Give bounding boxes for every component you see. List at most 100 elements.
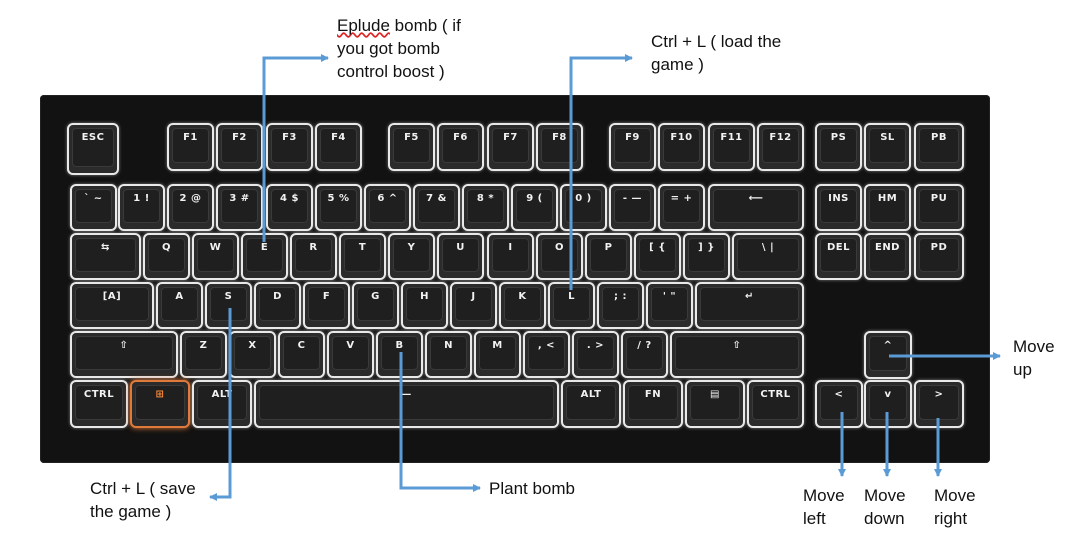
key-label: SL: [880, 132, 895, 143]
spacebar-key: —: [254, 380, 559, 428]
keycap: [75, 189, 112, 223]
key-label: PB: [931, 132, 947, 143]
key-label: F3: [282, 132, 297, 143]
key-label: R: [309, 242, 318, 253]
keycap: [577, 336, 614, 370]
key-label: INS: [828, 193, 849, 204]
keycap: [393, 238, 430, 272]
j-key: J: [450, 282, 497, 329]
keycap: [357, 287, 394, 321]
key-label: G: [371, 291, 380, 302]
key-label: CTRL: [83, 389, 115, 400]
0-key: 0 ): [560, 184, 607, 231]
left-arrow-key: <: [815, 380, 863, 428]
key-label: E: [260, 242, 269, 253]
backslash-key: \ |: [732, 233, 804, 280]
down-arrow-key: v: [864, 380, 912, 428]
key-label: 4 $: [280, 193, 299, 204]
keycap: [504, 287, 541, 321]
key-label: F: [322, 291, 331, 302]
explode-line1-rest: bomb ( if: [389, 16, 461, 35]
o-key: O: [536, 233, 583, 280]
keycap: [820, 385, 858, 420]
key-label: ] }: [698, 242, 715, 253]
keycap: [528, 336, 565, 370]
key-label: FN: [644, 389, 662, 400]
keycap: [752, 385, 799, 420]
w-key: W: [192, 233, 239, 280]
key-label: F8: [552, 132, 567, 143]
left-alt-key: ALT: [192, 380, 252, 428]
right-bracket-key: ] }: [683, 233, 730, 280]
key-label: 1 !: [133, 193, 150, 204]
key-label: END: [874, 242, 900, 253]
key-label: [A]: [102, 291, 122, 302]
u-key: U: [437, 233, 484, 280]
2-key: 2 @: [167, 184, 214, 231]
l-key: L: [548, 282, 595, 329]
keycap: [283, 336, 320, 370]
plant-line1: Plant bomb: [489, 479, 575, 498]
key-label: I: [508, 242, 513, 253]
key-label: v: [884, 389, 892, 400]
right-ctrl-key: CTRL: [747, 380, 804, 428]
6-key: 6 ^: [364, 184, 411, 231]
y-key: Y: [388, 233, 435, 280]
enter-key: ↵: [695, 282, 804, 329]
explode-bomb-annotation: Eplude bomb ( if you got bomb control bo…: [337, 15, 461, 84]
right-alt-key: ALT: [561, 380, 621, 428]
s-key: S: [205, 282, 252, 329]
f10-key: F10: [658, 123, 705, 171]
f3-key: F3: [266, 123, 313, 171]
key-label: >: [934, 389, 944, 400]
key-label: 6 ^: [377, 193, 398, 204]
p-key: P: [585, 233, 632, 280]
key-label: F6: [453, 132, 468, 143]
keycap: [221, 189, 258, 223]
load-game-annotation: Ctrl + L ( load the game ): [651, 31, 781, 77]
key-label: F2: [232, 132, 247, 143]
key-label: ⊞: [155, 389, 165, 400]
keycap: [919, 128, 959, 163]
keycap: [869, 128, 906, 163]
key-label: - —: [622, 193, 643, 204]
keycap: [919, 189, 959, 223]
key-label: F11: [720, 132, 743, 143]
key-label: Y: [407, 242, 416, 253]
minus-key: - —: [609, 184, 656, 231]
move-right-line1: Move: [934, 486, 976, 505]
key-label: T: [358, 242, 367, 253]
key-label: 0 ): [575, 193, 592, 204]
keycap: [919, 238, 959, 272]
move-down-annotation: Move down: [864, 485, 906, 531]
keycap: [172, 128, 209, 163]
keycap: [626, 336, 663, 370]
fn-key: FN: [623, 380, 683, 428]
keycap: [737, 238, 799, 272]
keycap: [259, 287, 296, 321]
key-label: —: [401, 389, 412, 400]
key-label: F12: [769, 132, 792, 143]
key-label: P: [604, 242, 613, 253]
keycap: [492, 128, 529, 163]
key-label: ALT: [211, 389, 233, 400]
menu-key: ▤: [685, 380, 745, 428]
keycap: [516, 189, 553, 223]
move-down-line1: Move: [864, 486, 906, 505]
key-label: V: [346, 340, 355, 351]
h-key: H: [401, 282, 448, 329]
q-key: Q: [143, 233, 190, 280]
7-key: 7 &: [413, 184, 460, 231]
keycap: [393, 128, 430, 163]
keycap: [820, 189, 857, 223]
f9-key: F9: [609, 123, 656, 171]
f2-key: F2: [216, 123, 263, 171]
keycap: [197, 238, 234, 272]
keycap: [467, 189, 504, 223]
f-key: F: [303, 282, 350, 329]
keycap: [344, 238, 381, 272]
move-left-annotation: Move left: [803, 485, 845, 531]
key-label: ⟵: [748, 193, 764, 204]
delete-key: DEL: [815, 233, 862, 280]
keycap: [553, 287, 590, 321]
